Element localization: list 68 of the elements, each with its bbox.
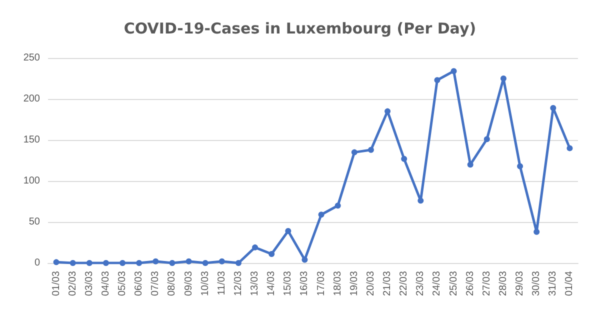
point: [102, 260, 109, 266]
point: [53, 259, 60, 266]
point: [368, 146, 374, 153]
point: [86, 260, 92, 266]
point: [169, 260, 176, 266]
x-tick-label: 18/03: [332, 270, 344, 296]
x-tick-label: 22/03: [398, 270, 410, 296]
x-tick-label: 25/03: [448, 270, 460, 296]
x-tick-label: 02/03: [67, 270, 78, 296]
point: [235, 260, 242, 266]
y-tick-label: 200: [23, 94, 40, 104]
point: [534, 228, 540, 235]
point: [285, 228, 292, 234]
x-tick-label: 01/03: [50, 270, 62, 296]
x-tick-label: 19/03: [348, 270, 360, 296]
y-tick-label: 250: [23, 52, 40, 64]
point: [202, 260, 208, 266]
point: [434, 77, 440, 84]
y-tick-label: 150: [23, 134, 40, 146]
x-tick-label: 06/03: [134, 270, 145, 296]
x-tick-label: 20/03: [365, 270, 376, 296]
y-tick-label: 0: [34, 258, 40, 268]
x-tick-label: 07/03: [150, 270, 162, 296]
x-tick-label: 08/03: [166, 270, 178, 296]
x-tick-label: 12/03: [232, 270, 244, 296]
y-tick-label: 100: [23, 176, 40, 186]
x-tick-label: 28/03: [498, 270, 509, 296]
point: [517, 163, 524, 170]
x-tick-label: 11/03: [216, 270, 228, 296]
x-tick-label: 26/03: [464, 270, 476, 296]
point: [401, 156, 408, 162]
point: [318, 212, 324, 218]
x-tick-label: 24/03: [432, 270, 443, 296]
point: [252, 244, 258, 250]
point: [351, 149, 358, 156]
point: [334, 202, 341, 209]
point: [186, 258, 192, 264]
x-tick-label: 09/03: [183, 270, 194, 296]
point: [467, 162, 474, 168]
point: [70, 260, 76, 266]
x-tick-label: 05/03: [117, 270, 128, 296]
x-tick-label: 30/03: [531, 270, 542, 296]
x-tick-label: 13/03: [250, 270, 261, 296]
point: [418, 198, 424, 204]
point: [500, 76, 506, 82]
x-tick-label: 15/03: [282, 270, 294, 296]
x-tick-label: 16/03: [299, 270, 310, 296]
x-tick-label: 21/03: [382, 270, 394, 296]
x-tick-label: 27/03: [481, 270, 492, 296]
point: [218, 258, 225, 264]
x-tick-label: 14/03: [266, 270, 278, 296]
x-tick-label: 23/03: [415, 270, 426, 296]
chart-title: COVID-19-Cases in Luxembourg (Per Day): [124, 20, 476, 38]
point: [152, 258, 159, 264]
x-tick-label: 31/03: [548, 270, 559, 296]
point: [484, 136, 490, 142]
x-tick-label: 04/03: [100, 270, 112, 296]
x-tick-label: 29/03: [514, 270, 526, 296]
x-tick-label: 01/04: [564, 270, 576, 296]
x-tick-label: 17/03: [316, 270, 327, 296]
point: [136, 260, 142, 266]
x-tick-label: 10/03: [200, 270, 211, 296]
x-tick-label: 03/03: [84, 270, 95, 296]
point: [268, 250, 275, 257]
point: [566, 145, 573, 152]
y-tick-label: 50: [28, 216, 40, 228]
point: [450, 68, 457, 74]
point: [120, 260, 126, 266]
